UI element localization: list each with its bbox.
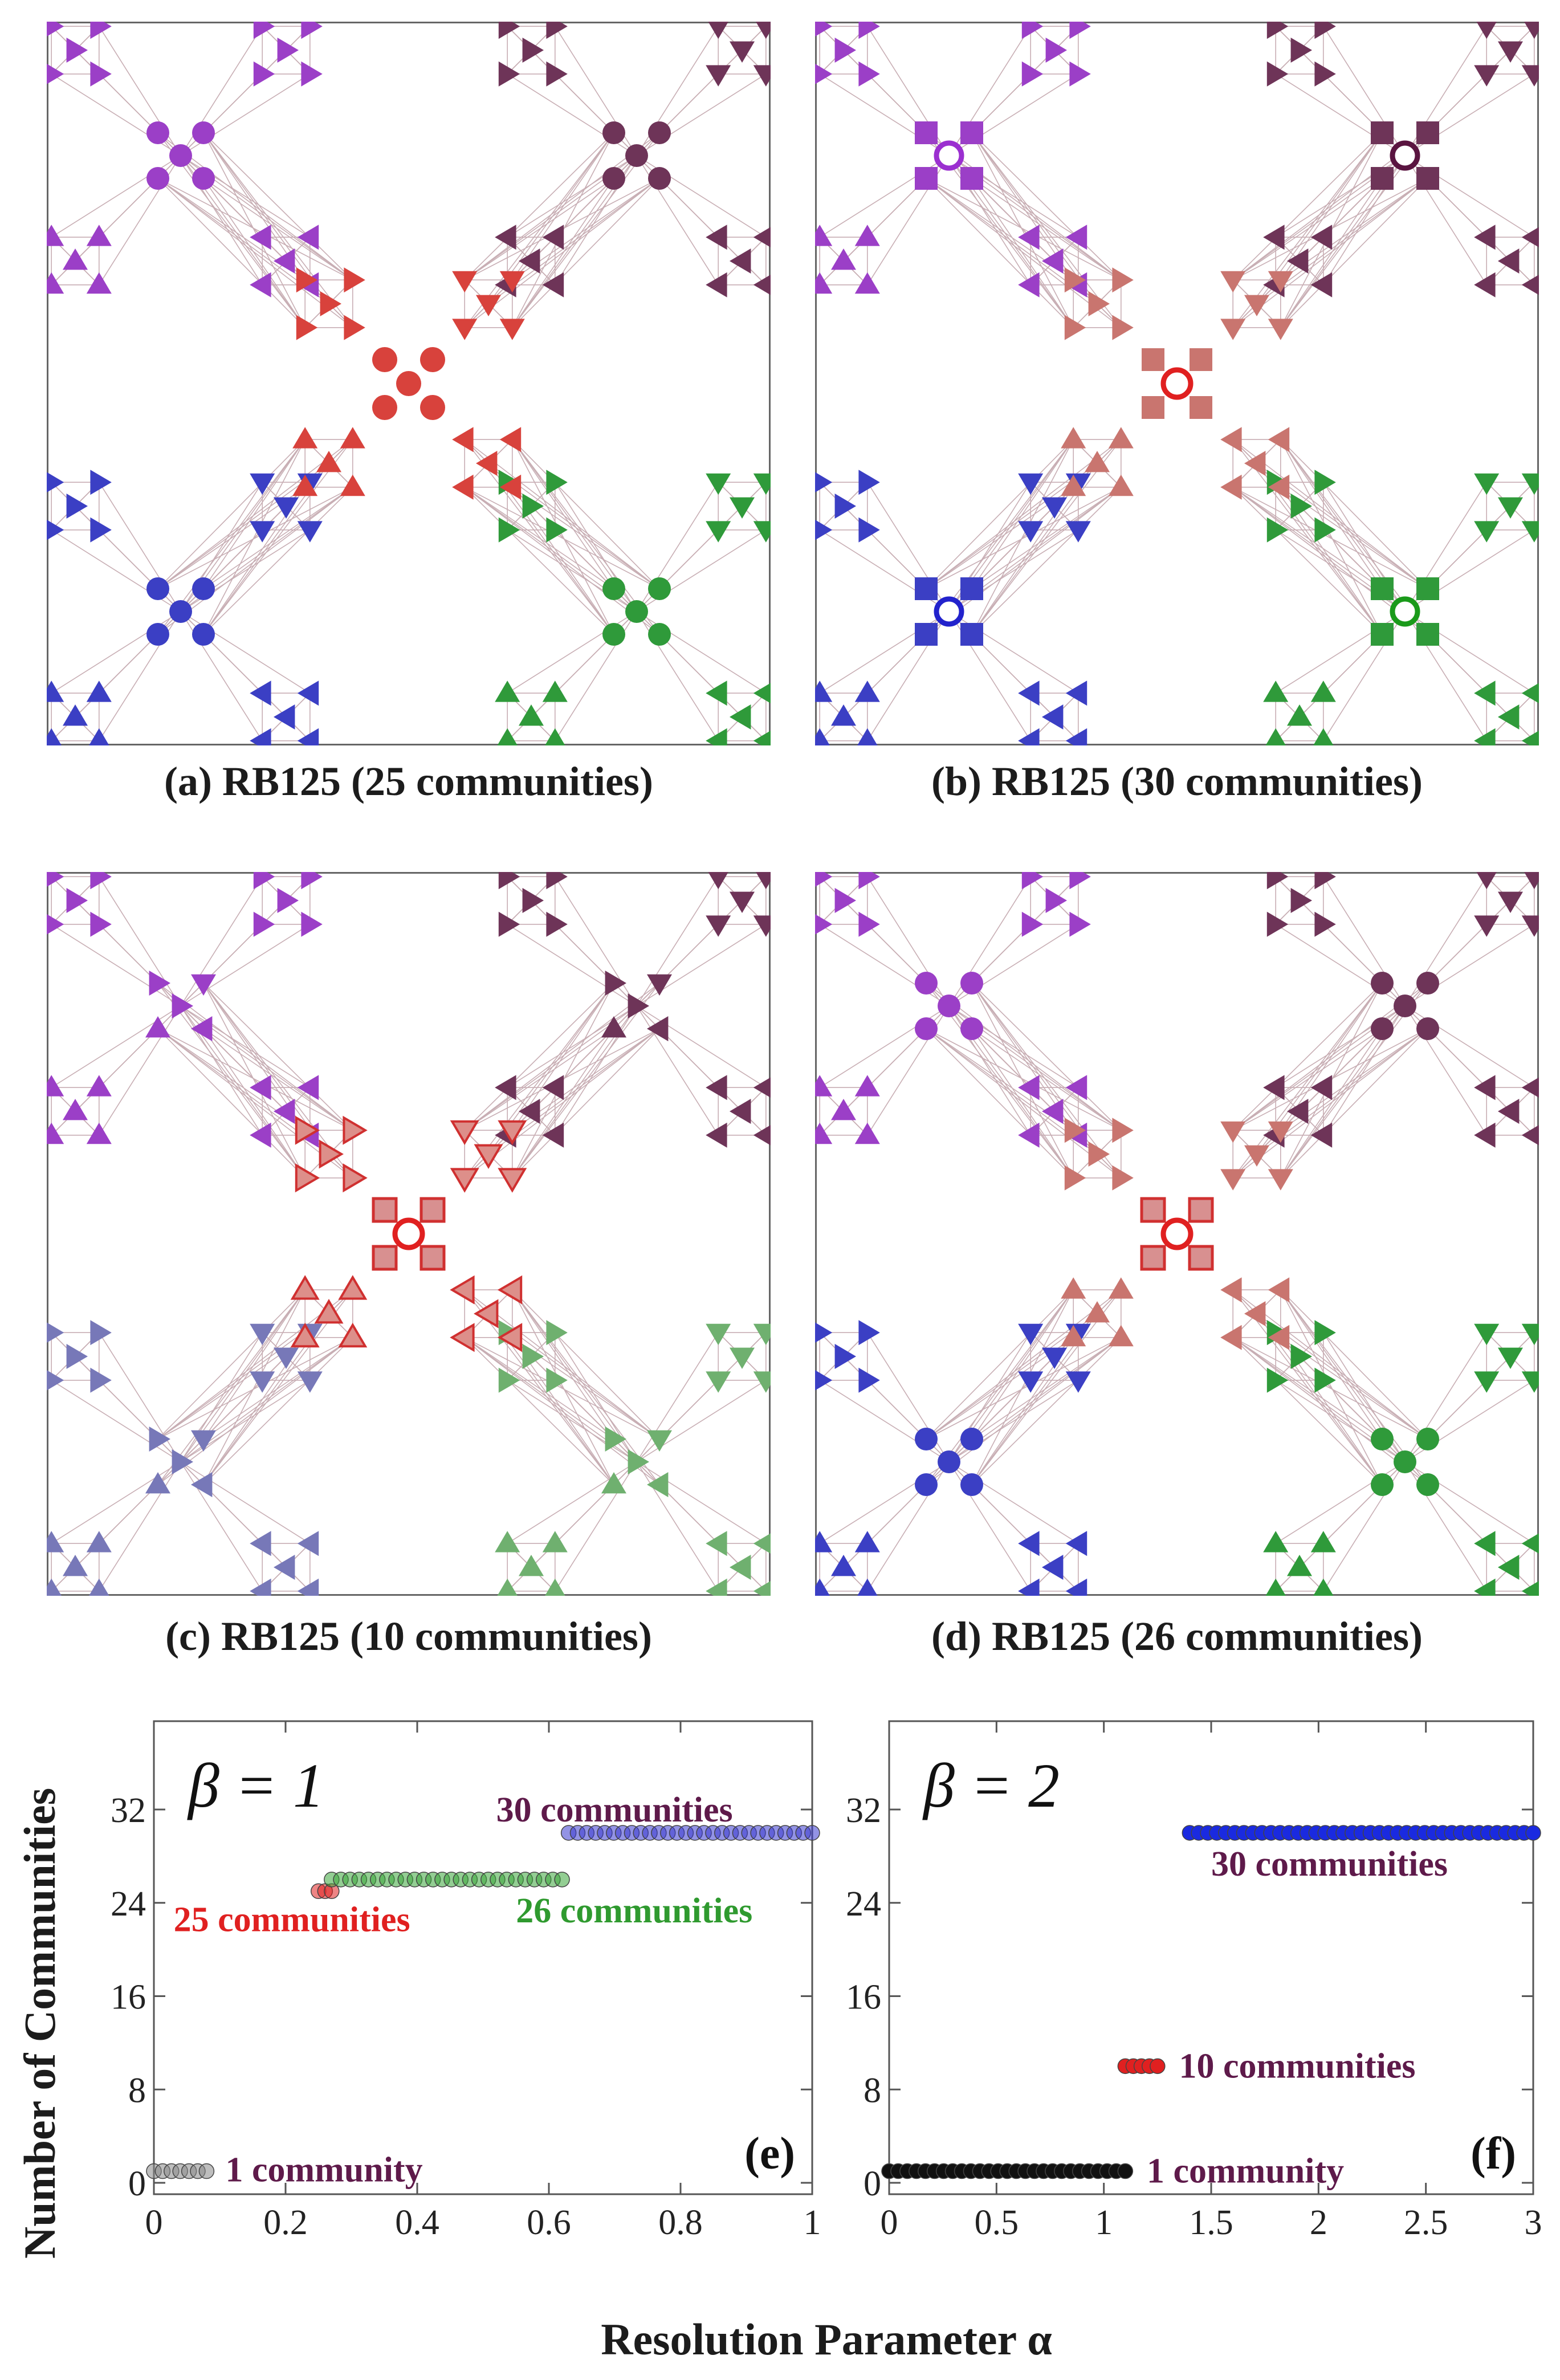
x-tick-label: 1 bbox=[1095, 2203, 1113, 2242]
chart-f: 0 8 16 24 32 0 0.5 1 1.5 2 2.5 3 β = 2 (f) 1 community… bbox=[846, 1720, 1542, 2242]
network-panel-b bbox=[815, 22, 1539, 745]
data-point bbox=[198, 2163, 215, 2179]
series-3 bbox=[560, 1825, 820, 1841]
x-tick-label: 2 bbox=[1310, 2203, 1327, 2242]
series-label: 30 communities bbox=[1211, 1845, 1448, 1884]
data-point bbox=[804, 1825, 820, 1841]
series-2 bbox=[1182, 1825, 1541, 1841]
caption-b: (b) RB125 (30 communities) bbox=[931, 759, 1423, 804]
series-label: 1 community bbox=[1147, 2152, 1344, 2191]
caption-d: (d) RB125 (26 communities) bbox=[931, 1613, 1423, 1659]
series-1 bbox=[311, 1883, 340, 1900]
beta-annotation: β = 1 bbox=[187, 1751, 324, 1820]
panel-label: (e) bbox=[744, 2129, 795, 2179]
series-0 bbox=[146, 2163, 215, 2179]
y-tick-label: 8 bbox=[128, 2071, 146, 2110]
y-tick-label: 0 bbox=[864, 2165, 881, 2203]
series-2 bbox=[324, 1872, 570, 1888]
series-label: 10 communities bbox=[1179, 2047, 1416, 2085]
x-axis-title: Resolution Parameter α bbox=[601, 2314, 1052, 2364]
x-tick-label: 0 bbox=[145, 2203, 163, 2242]
series-0 bbox=[881, 2163, 1134, 2179]
x-tick-label: 0.4 bbox=[395, 2203, 439, 2242]
series-label: 1 community bbox=[226, 2151, 423, 2190]
x-tick-label: 1.5 bbox=[1189, 2203, 1233, 2242]
series-1 bbox=[1117, 2058, 1166, 2075]
data-point bbox=[554, 1872, 570, 1888]
y-tick-label: 24 bbox=[111, 1885, 146, 1923]
plot-frame bbox=[153, 1720, 813, 2195]
x-tick-label: 1 bbox=[804, 2203, 821, 2242]
y-tick-label: 16 bbox=[111, 1978, 146, 2017]
data-point bbox=[1150, 2058, 1166, 2075]
chart-e: 0 8 16 24 32 0 0.2 0.4 0.6 0.8 1 β = 1 (e) 1 communit… bbox=[111, 1720, 821, 2242]
series-label: 30 communities bbox=[496, 1791, 733, 1829]
data-point bbox=[1117, 2163, 1134, 2179]
series-label: 26 communities bbox=[516, 1892, 752, 1930]
network-panel-d bbox=[815, 872, 1539, 1596]
panel-label: (f) bbox=[1471, 2129, 1516, 2179]
x-tick-label: 0.5 bbox=[975, 2203, 1019, 2242]
y-tick-label: 32 bbox=[846, 1791, 881, 1830]
y-tick-label: 32 bbox=[111, 1791, 146, 1830]
x-tick-label: 0 bbox=[881, 2203, 898, 2242]
caption-c: (c) RB125 (10 communities) bbox=[165, 1613, 652, 1659]
x-tick-label: 3 bbox=[1525, 2203, 1542, 2242]
y-tick-label: 16 bbox=[846, 1978, 881, 2017]
network-panel-a bbox=[47, 22, 771, 745]
x-tick-label: 2.5 bbox=[1404, 2203, 1448, 2242]
y-tick-label: 0 bbox=[128, 2165, 146, 2203]
y-tick-label: 24 bbox=[846, 1885, 881, 1923]
x-tick-label: 0.8 bbox=[658, 2203, 703, 2242]
data-point bbox=[1525, 1825, 1541, 1841]
network-panel-c bbox=[47, 872, 771, 1596]
beta-annotation: β = 2 bbox=[922, 1751, 1060, 1820]
x-tick-label: 0.2 bbox=[263, 2203, 308, 2242]
y-tick-label: 8 bbox=[864, 2071, 881, 2110]
caption-a: (a) RB125 (25 communities) bbox=[164, 759, 653, 804]
plot-frame bbox=[888, 1720, 1534, 2195]
series-label: 25 communities bbox=[174, 1900, 410, 1939]
y-axis-title: Number of Communities bbox=[15, 1787, 64, 2259]
x-tick-label: 0.6 bbox=[527, 2203, 571, 2242]
